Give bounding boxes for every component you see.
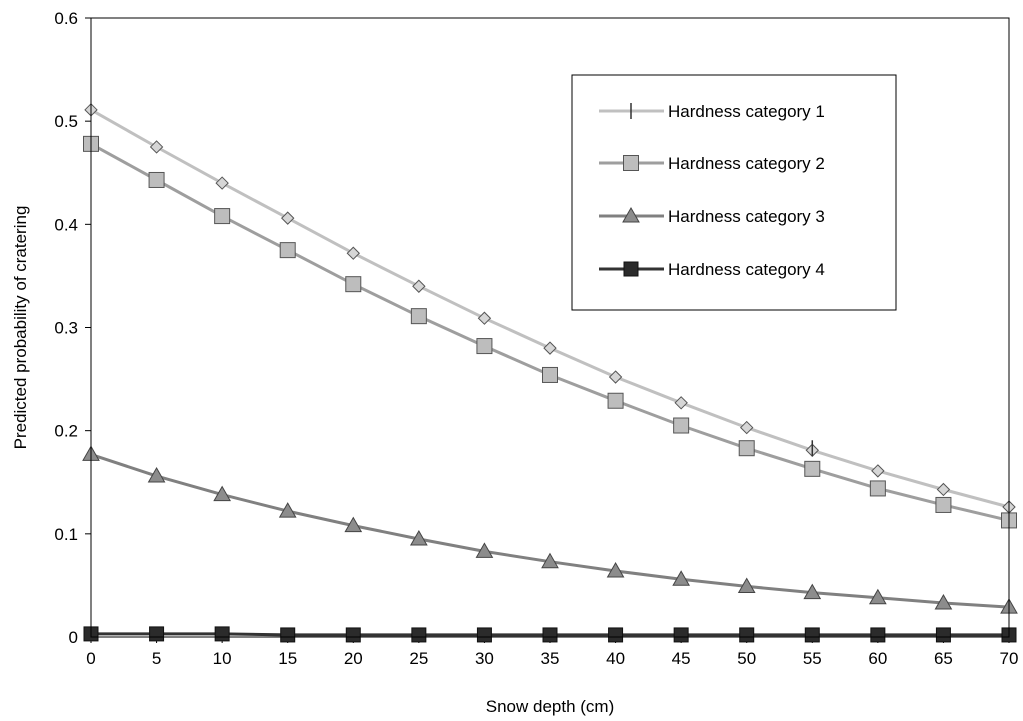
series-3-point xyxy=(672,570,691,586)
series-3-point xyxy=(868,588,887,605)
series-3-point xyxy=(409,529,428,546)
series-2-point xyxy=(148,171,165,188)
x-tick-label: 70 xyxy=(1000,649,1019,668)
y-tick-label: 0 xyxy=(69,628,78,647)
series-1-point xyxy=(346,246,360,260)
y-tick-label: 0.1 xyxy=(54,525,78,544)
series-2-point xyxy=(607,392,624,409)
series-4-point xyxy=(411,627,427,643)
series-2-point xyxy=(476,338,493,355)
x-tick-label: 60 xyxy=(868,649,887,668)
y-axis-title: Predicted probability of cratering xyxy=(11,206,30,450)
series-3-point xyxy=(278,502,297,518)
series-1-point xyxy=(412,279,426,293)
x-tick-label: 15 xyxy=(278,649,297,668)
series-1-point xyxy=(608,370,623,384)
x-axis-ticks: 0 5 10 15 20 25 30 35 40 45 50 55 60 65 70 xyxy=(86,637,1018,668)
series-1-point xyxy=(871,464,885,478)
series-3-point xyxy=(737,577,756,593)
legend-label: Hardness category 3 xyxy=(668,207,825,226)
y-tick-label: 0.2 xyxy=(54,422,78,441)
x-tick-label: 10 xyxy=(213,649,232,668)
legend-marker xyxy=(623,155,639,171)
legend: Hardness category 1 Hardness category 2 Ha… xyxy=(571,74,897,311)
x-tick-label: 40 xyxy=(606,649,625,668)
series-2-point xyxy=(869,480,886,497)
x-tick-label: 45 xyxy=(672,649,691,668)
series-3-point xyxy=(147,467,166,483)
y-tick-label: 0.3 xyxy=(54,319,78,338)
y-tick-label: 0.6 xyxy=(54,9,78,28)
y-tick-label: 0.5 xyxy=(54,112,78,131)
plot-area-frame xyxy=(90,17,1010,638)
y-tick-label: 0.4 xyxy=(54,215,78,234)
series-2-point xyxy=(935,496,952,513)
series-3-point xyxy=(541,552,559,569)
series-4-point xyxy=(870,627,886,643)
series-2-point xyxy=(214,208,231,225)
series-4-point xyxy=(542,627,558,643)
x-tick-label: 35 xyxy=(541,649,560,668)
series-3-point xyxy=(606,561,625,578)
series-3-point xyxy=(344,516,363,533)
series-1-point xyxy=(215,176,229,190)
x-tick-label: 20 xyxy=(344,649,363,668)
x-axis-title: Snow depth (cm) xyxy=(486,697,615,716)
series-4-point xyxy=(214,626,230,642)
series-2 xyxy=(83,135,1017,529)
series-4-point xyxy=(345,627,361,643)
series-2-point xyxy=(279,242,296,259)
x-tick-label: 0 xyxy=(86,649,95,668)
legend-item-1: Hardness category 1 xyxy=(599,102,825,121)
series-2-point xyxy=(673,417,690,434)
x-tick-label: 5 xyxy=(152,649,161,668)
y-axis-ticks: 0 0.1 0.2 0.3 0.4 0.5 0.6 xyxy=(54,9,91,647)
series-1-point xyxy=(477,311,492,325)
legend-label: Hardness category 4 xyxy=(668,260,825,279)
series-4-point xyxy=(280,627,296,643)
x-tick-label: 50 xyxy=(737,649,756,668)
series-3-point xyxy=(475,542,494,558)
series-4-point xyxy=(935,627,951,643)
series-4-point xyxy=(739,627,755,643)
legend-item-2: Hardness category 2 xyxy=(599,154,825,173)
series-4 xyxy=(83,626,1017,643)
series-layer xyxy=(82,103,1018,643)
series-1-point xyxy=(674,396,688,410)
series-1-point xyxy=(936,482,951,497)
series-2-point xyxy=(410,308,427,325)
series-2-point xyxy=(804,460,821,477)
x-tick-label: 55 xyxy=(803,649,822,668)
legend-item-4: Hardness category 4 xyxy=(599,260,825,279)
legend-marker xyxy=(623,261,639,277)
series-1 xyxy=(84,103,1016,514)
series-1-point xyxy=(543,341,557,355)
legend-label: Hardness category 2 xyxy=(668,154,825,173)
series-1-point xyxy=(281,211,295,225)
series-1-point xyxy=(149,140,164,154)
series-3-line xyxy=(90,452,1010,609)
series-1-point xyxy=(740,420,754,435)
series-3-point xyxy=(803,583,822,600)
series-4-point xyxy=(673,627,689,643)
series-3-point xyxy=(213,485,232,502)
series-4-point xyxy=(804,627,820,643)
series-2-point xyxy=(345,276,362,293)
legend-label: Hardness category 1 xyxy=(668,102,825,121)
series-2-point xyxy=(542,366,558,383)
series-2-point xyxy=(738,440,755,457)
series-3-point xyxy=(934,593,953,610)
x-tick-label: 25 xyxy=(409,649,428,668)
legend-marker xyxy=(622,206,640,223)
legend-item-3: Hardness category 3 xyxy=(599,206,825,226)
series-4-point xyxy=(149,626,165,642)
series-4-point xyxy=(608,627,624,643)
series-4-point xyxy=(476,627,492,643)
x-tick-label: 65 xyxy=(934,649,953,668)
x-tick-label: 30 xyxy=(475,649,494,668)
